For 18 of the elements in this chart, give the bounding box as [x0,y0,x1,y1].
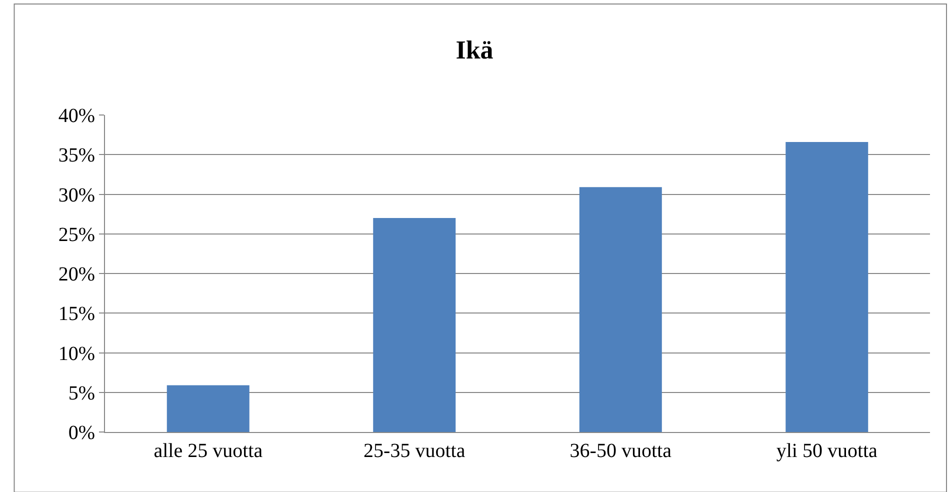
y-tick-label: 40% [58,105,95,127]
y-tick-label: 35% [58,144,95,167]
y-tick-label: 5% [68,382,95,404]
bar [786,142,868,432]
x-tick-label: yli 50 vuotta [776,440,878,462]
x-tick-label: 36-50 vuotta [570,440,672,462]
y-tick-label: 10% [58,342,95,365]
x-tick-label: alle 25 vuotta [154,440,263,462]
y-tick-label: 25% [58,224,95,246]
bar [166,385,250,432]
bar [579,187,662,432]
y-tick-label: 30% [58,184,95,206]
y-tick-label: 20% [58,264,95,286]
x-tick-label: 25-35 vuotta [364,440,466,462]
bar [373,218,456,432]
chart-title: Ikä [456,35,494,64]
y-tick-label: 0% [68,422,95,444]
y-tick-label: 15% [58,303,95,326]
